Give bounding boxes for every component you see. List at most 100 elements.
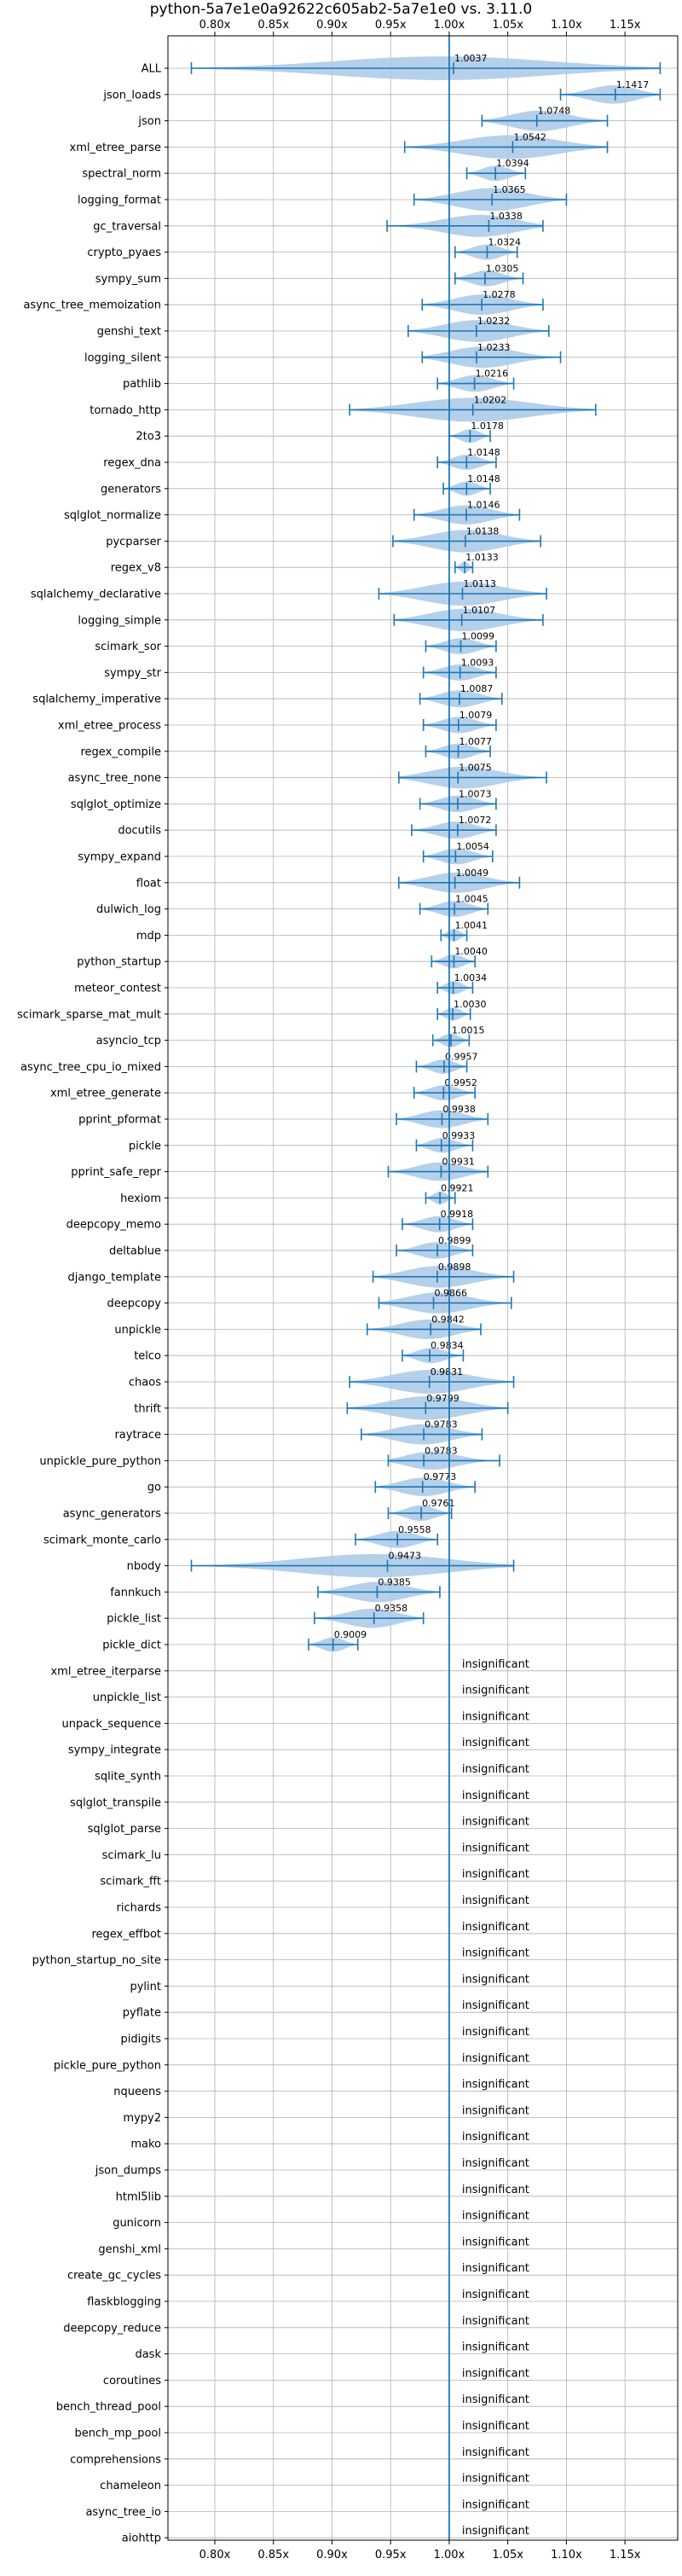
data-label: 1.0075 bbox=[459, 763, 492, 774]
insignificant-label: insignificant bbox=[462, 2420, 529, 2433]
data-label: 1.0324 bbox=[488, 237, 521, 248]
benchmark-label: pickle_pure_python bbox=[54, 2059, 161, 2072]
benchmark-label: async_tree_none bbox=[68, 772, 161, 785]
benchmark-label: logging_simple bbox=[78, 614, 161, 627]
insignificant-label: insignificant bbox=[462, 2498, 529, 2511]
benchmark-label: django_template bbox=[68, 1271, 161, 1284]
data-label: 1.0365 bbox=[493, 184, 526, 195]
data-label: 1.0030 bbox=[454, 999, 487, 1010]
benchmark-label: docutils bbox=[118, 825, 161, 838]
benchmark-label: gc_traversal bbox=[93, 220, 161, 233]
benchmark-label: async_tree_io bbox=[85, 2506, 161, 2519]
insignificant-label: insignificant bbox=[462, 1658, 529, 1671]
benchmark-label: fannkuch bbox=[110, 1587, 161, 1599]
benchmark-label: unpickle_list bbox=[93, 1691, 161, 1704]
data-label: 0.9938 bbox=[442, 1104, 476, 1115]
benchmark-label: json_loads bbox=[102, 89, 161, 102]
data-label: 0.9358 bbox=[375, 1603, 408, 1614]
data-label: 1.0138 bbox=[466, 525, 500, 537]
data-label: 1.0148 bbox=[467, 473, 500, 484]
insignificant-label: insignificant bbox=[462, 2131, 529, 2144]
data-label: 1.0072 bbox=[459, 815, 492, 826]
data-label: 0.9866 bbox=[435, 1288, 468, 1299]
insignificant-label: insignificant bbox=[462, 1894, 529, 1907]
benchmark-label: scimark_sor bbox=[95, 641, 161, 653]
data-label: 0.9918 bbox=[441, 1209, 474, 1220]
benchmark-label: gunicorn bbox=[113, 2217, 161, 2230]
insignificant-label: insignificant bbox=[462, 2473, 529, 2486]
benchmark-label: 2to3 bbox=[136, 431, 161, 444]
data-label: 0.9783 bbox=[425, 1445, 457, 1456]
benchmark-label: python_startup bbox=[77, 956, 161, 969]
insignificant-label: insignificant bbox=[462, 2393, 529, 2406]
data-label: 1.0338 bbox=[489, 211, 523, 222]
benchmark-label: chameleon bbox=[100, 2480, 161, 2492]
benchmark-label: sympy_integrate bbox=[68, 1744, 161, 1757]
benchmark-label: genshi_text bbox=[97, 326, 161, 339]
benchmark-label: tornado_http bbox=[90, 404, 161, 417]
benchmark-label: pathlib bbox=[123, 378, 161, 391]
data-label: 0.9834 bbox=[431, 1340, 464, 1351]
benchmark-label: pickle_dict bbox=[102, 1639, 161, 1652]
data-label: 0.9899 bbox=[438, 1235, 471, 1246]
x-tick-label-top: 0.90x bbox=[316, 19, 348, 32]
data-label: 1.0133 bbox=[465, 552, 499, 563]
data-label: 0.9783 bbox=[425, 1419, 457, 1430]
x-tick-label-top: 1.00x bbox=[434, 19, 465, 32]
benchmark-label: async_tree_memoization bbox=[23, 299, 161, 312]
benchmark-label: spectral_norm bbox=[82, 168, 161, 181]
benchmark-label: aiohttp bbox=[122, 2532, 161, 2545]
data-label: 1.0542 bbox=[513, 131, 546, 142]
benchmark-label: pylint bbox=[130, 1981, 161, 1993]
benchmark-label: sqlite_synth bbox=[95, 1771, 161, 1784]
benchmark-label: bench_mp_pool bbox=[74, 2428, 161, 2440]
insignificant-label: insignificant bbox=[462, 2184, 529, 2196]
benchmark-label: sqlglot_parse bbox=[88, 1823, 161, 1836]
x-tick-label-bottom: 0.90x bbox=[316, 2549, 348, 2561]
data-label: 0.9009 bbox=[334, 1629, 367, 1640]
data-label: 0.9933 bbox=[442, 1130, 476, 1141]
benchmark-label: nqueens bbox=[113, 2086, 161, 2098]
benchmark-label: sqlglot_optimize bbox=[71, 798, 161, 811]
benchmark-label: scimark_lu bbox=[102, 1849, 161, 1862]
benchmark-label: unpickle_pure_python bbox=[39, 1455, 161, 1468]
data-label: 1.1417 bbox=[616, 79, 650, 90]
benchmark-label: regex_dna bbox=[103, 457, 161, 470]
data-label: 1.0049 bbox=[456, 867, 489, 879]
benchmark-label: unpack_sequence bbox=[61, 1718, 161, 1731]
benchmark-label: coroutines bbox=[103, 2375, 161, 2387]
insignificant-label: insignificant bbox=[462, 1947, 529, 1960]
benchmark-label: async_generators bbox=[63, 1508, 162, 1521]
benchmark-label: comprehensions bbox=[70, 2453, 161, 2466]
benchmark-label: mako bbox=[130, 2138, 161, 2151]
data-label: 1.0079 bbox=[459, 710, 493, 721]
benchmark-label: regex_v8 bbox=[111, 562, 161, 575]
insignificant-label: insignificant bbox=[462, 2104, 529, 2117]
benchmark-label: pickle_list bbox=[107, 1613, 161, 1626]
benchmark-label: hexiom bbox=[120, 1192, 161, 1205]
data-label: 1.0037 bbox=[454, 53, 488, 64]
insignificant-label: insignificant bbox=[462, 1790, 529, 1802]
benchmark-label: pprint_safe_repr bbox=[71, 1166, 161, 1179]
data-label: 1.0040 bbox=[454, 946, 488, 957]
benchmark-label: sqlglot_transpile bbox=[70, 1796, 161, 1809]
benchmark-label: telco bbox=[134, 1350, 161, 1363]
benchmark-label: sympy_str bbox=[104, 667, 161, 680]
x-tick-label-bottom: 0.80x bbox=[199, 2549, 231, 2561]
benchmark-label: sqlalchemy_imperative bbox=[32, 693, 161, 706]
benchmark-label: logging_silent bbox=[84, 351, 161, 364]
benchmark-label: nbody bbox=[127, 1560, 162, 1573]
insignificant-label: insignificant bbox=[462, 2079, 529, 2092]
benchmark-label: regex_compile bbox=[80, 746, 161, 758]
data-label: 0.9773 bbox=[424, 1471, 457, 1482]
benchmark-label: dulwich_log bbox=[96, 903, 161, 916]
benchmark-label: pidigits bbox=[121, 2034, 162, 2046]
data-label: 0.9799 bbox=[426, 1393, 459, 1404]
benchmark-label: xml_etree_generate bbox=[50, 1088, 161, 1100]
benchmark-label: thrift bbox=[134, 1402, 161, 1415]
benchmark-label: deepcopy_reduce bbox=[63, 2322, 161, 2335]
benchmark-label: asyncio_tcp bbox=[96, 1035, 161, 1047]
benchmark-label: go bbox=[147, 1482, 161, 1494]
benchmark-label: scimark_fft bbox=[100, 1876, 161, 1888]
